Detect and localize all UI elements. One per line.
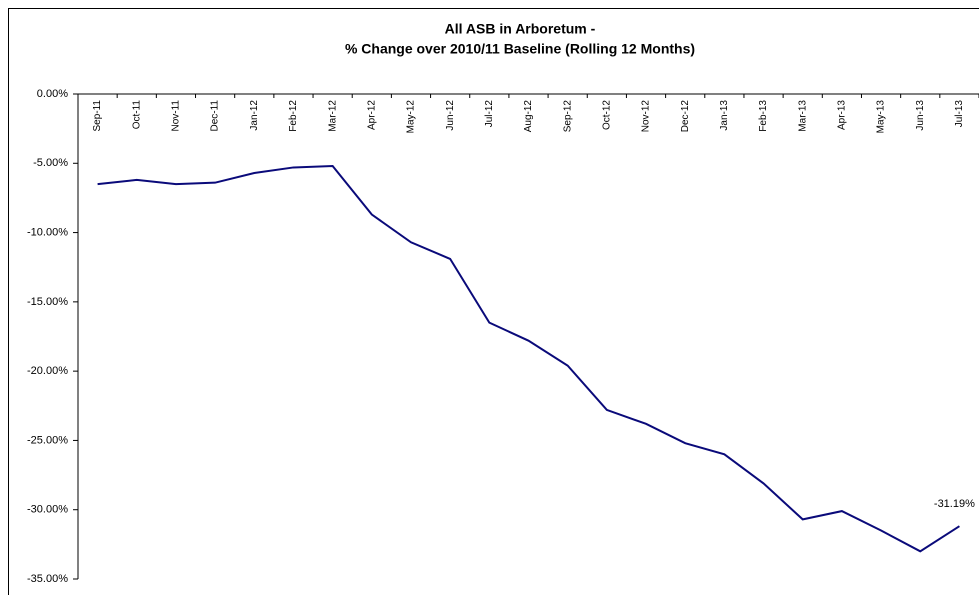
x-tick-label: Apr-13 xyxy=(837,100,848,130)
y-tick-label: -30.00% xyxy=(27,504,68,516)
x-tick-label: Jun-12 xyxy=(445,100,456,131)
x-tick-label: Jan-12 xyxy=(249,100,260,131)
x-tick-label: Jul-13 xyxy=(954,100,965,128)
data-label: -31.19% xyxy=(934,498,975,510)
y-tick-label: 0.00% xyxy=(37,88,68,100)
chart-subtitle: % Change over 2010/11 Baseline (Rolling … xyxy=(345,41,695,57)
x-tick-label: Jul-12 xyxy=(484,100,495,128)
series-line xyxy=(97,165,960,553)
x-tick-label: Feb-12 xyxy=(288,100,299,132)
x-tick-label: Mar-12 xyxy=(327,100,338,132)
x-tick-label: Jan-13 xyxy=(719,100,730,131)
y-tick-label: -5.00% xyxy=(33,157,68,169)
x-tick-label: Feb-13 xyxy=(758,100,769,132)
y-tick-label: -20.00% xyxy=(27,365,68,377)
y-tick-label: -10.00% xyxy=(27,226,68,238)
x-tick-label: Oct-12 xyxy=(601,100,612,130)
x-tick-label: Nov-12 xyxy=(641,100,652,133)
x-tick-label: Sep-12 xyxy=(562,100,573,133)
chart-border xyxy=(8,8,979,595)
x-tick-label: Sep-11 xyxy=(92,100,103,132)
x-tick-label: May-13 xyxy=(876,100,887,134)
y-tick-label: -15.00% xyxy=(27,296,68,308)
y-tick-label: -25.00% xyxy=(27,434,68,446)
x-tick-label: Dec-12 xyxy=(680,100,691,133)
x-tick-label: Dec-11 xyxy=(210,100,221,132)
x-tick-label: May-12 xyxy=(406,100,417,134)
x-tick-label: Mar-13 xyxy=(797,100,808,132)
x-tick-label: Oct-11 xyxy=(131,100,142,130)
x-tick-label: Apr-12 xyxy=(366,100,377,130)
chart-title: All ASB in Arboretum - xyxy=(445,21,596,37)
x-tick-label: Jun-13 xyxy=(915,100,926,131)
y-tick-label: -35.00% xyxy=(27,573,68,585)
x-tick-label: Nov-11 xyxy=(171,100,182,132)
x-tick-label: Aug-12 xyxy=(523,100,534,133)
